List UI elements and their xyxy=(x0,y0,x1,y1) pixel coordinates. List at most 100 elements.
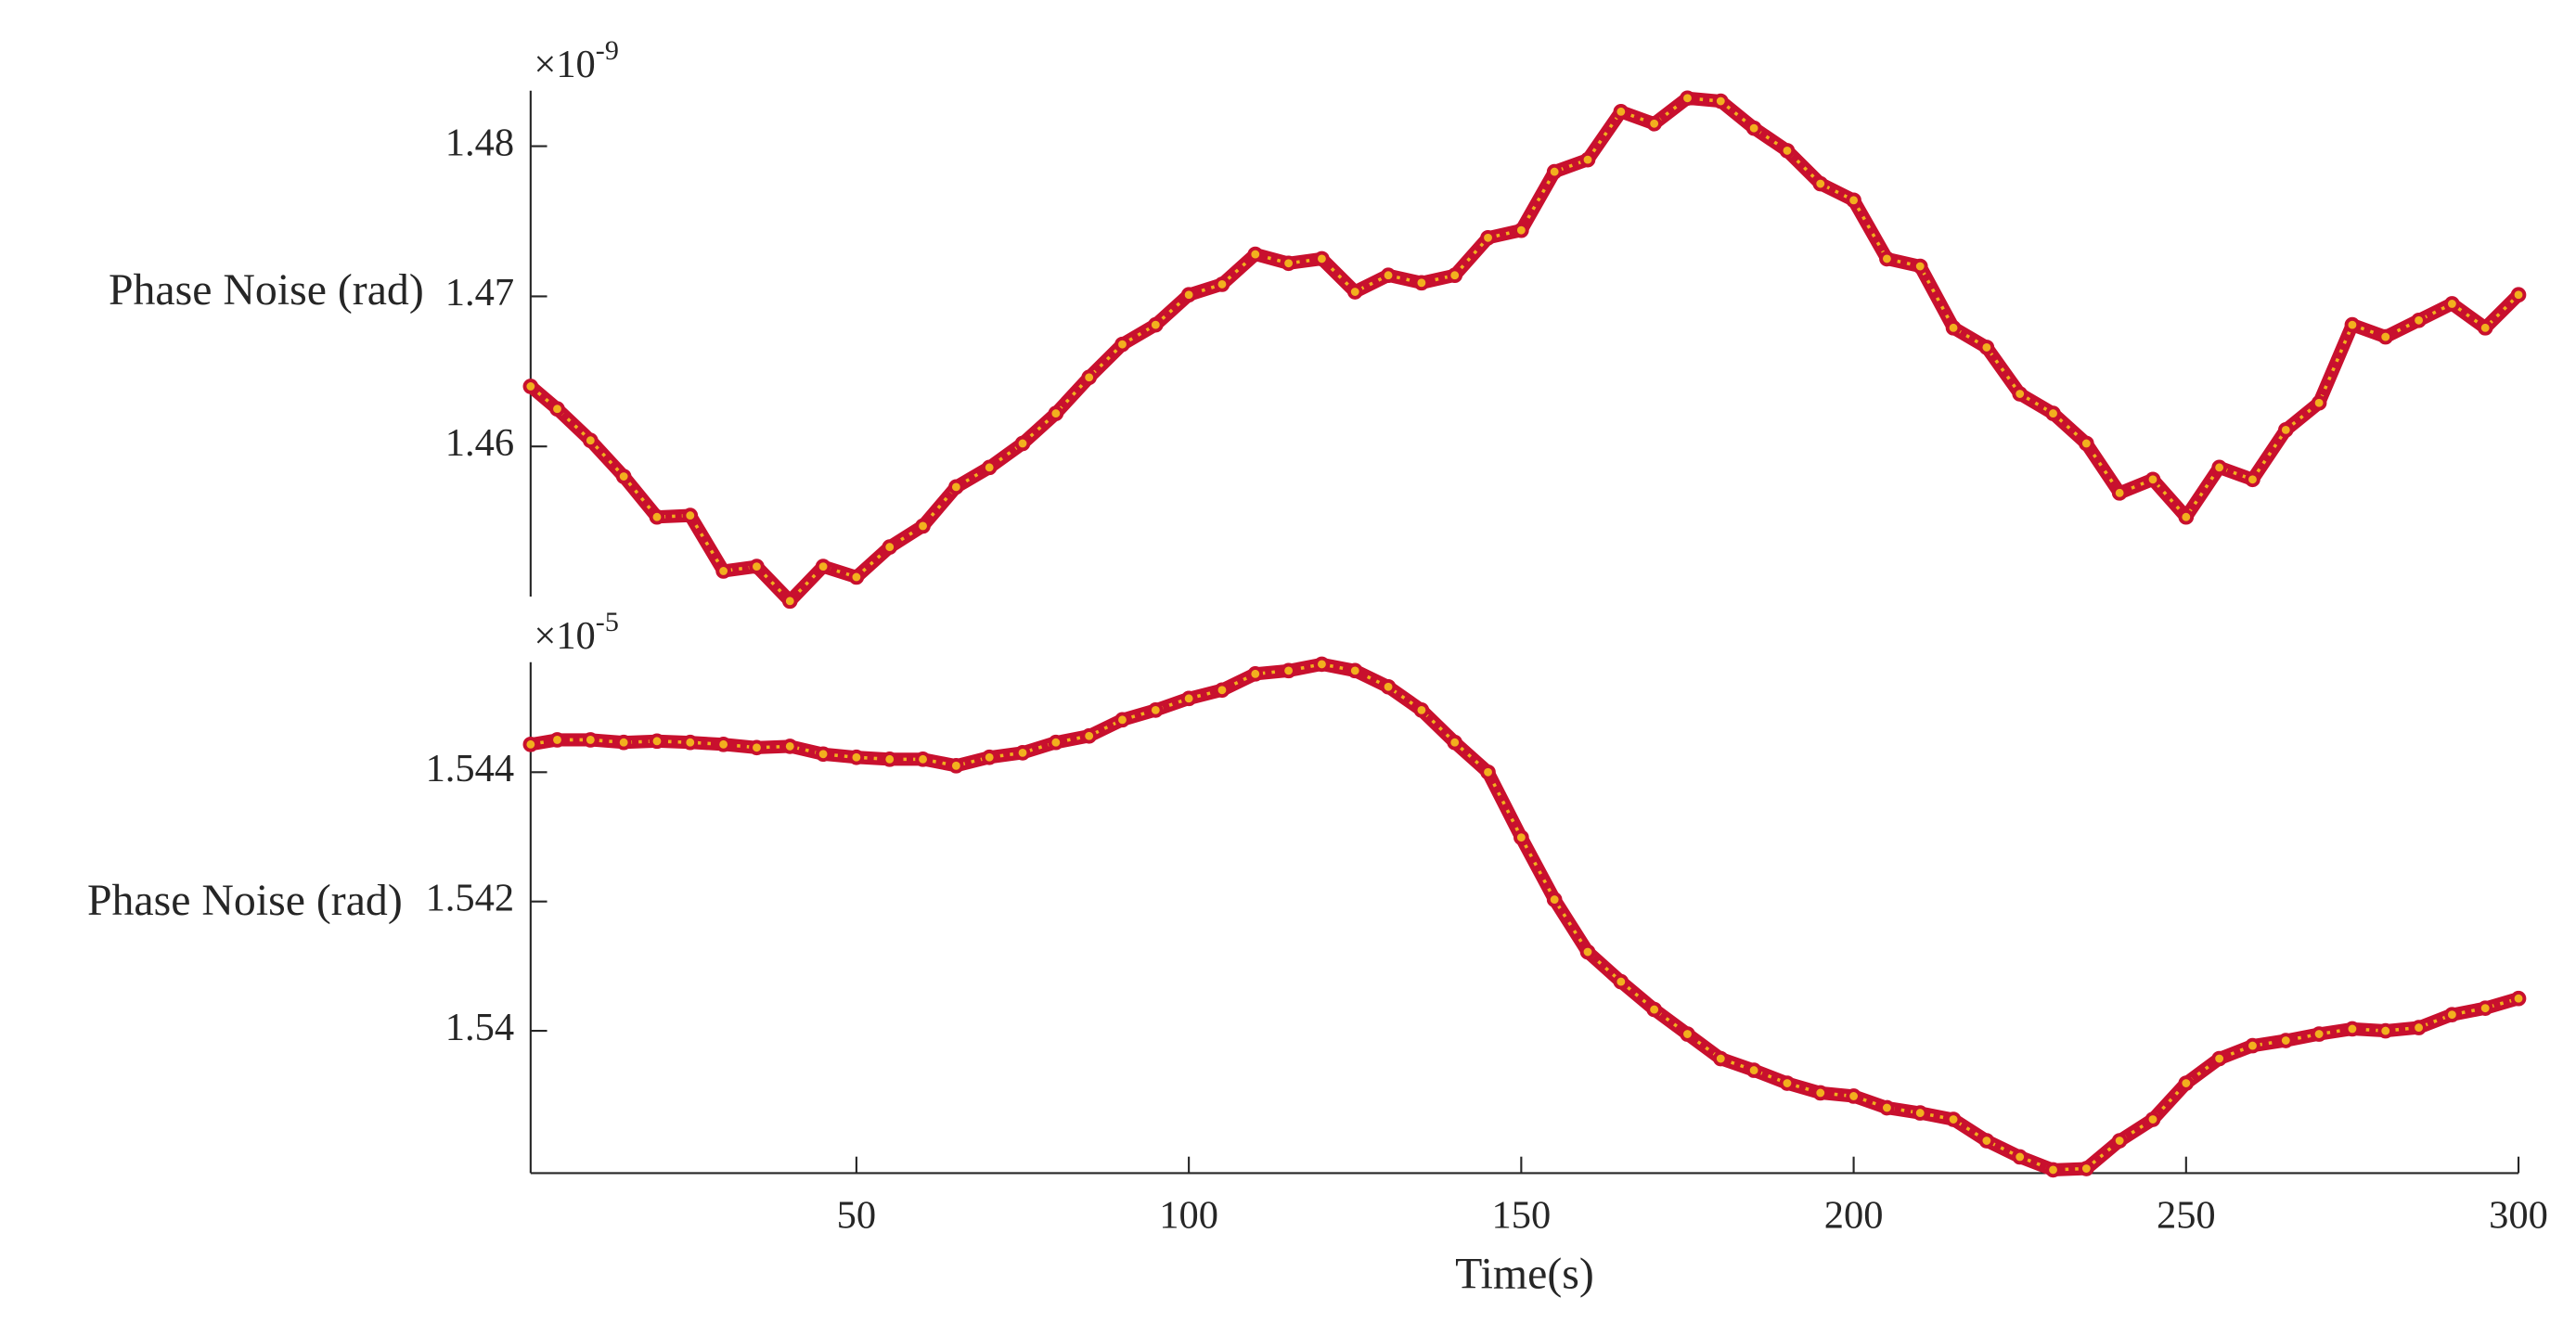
data-point xyxy=(2510,287,2527,303)
data-point xyxy=(749,559,765,574)
data-point xyxy=(1314,250,1330,267)
y-tick-label: 1.48 xyxy=(445,121,514,164)
data-point xyxy=(815,559,831,574)
data-point xyxy=(2045,1162,2061,1178)
data-point xyxy=(2377,1022,2394,1039)
data-point xyxy=(948,757,964,774)
data-point xyxy=(1048,405,1064,421)
y-tick-label: 1.544 xyxy=(426,747,515,790)
x-tick-label: 150 xyxy=(1492,1194,1552,1238)
data-point xyxy=(1779,1075,1796,1091)
x-axis-label: Time(s) xyxy=(1455,1250,1594,1299)
data-point xyxy=(749,739,765,756)
data-point xyxy=(1214,682,1230,699)
data-point xyxy=(2344,316,2361,333)
data-point xyxy=(2079,435,2094,452)
data-point xyxy=(682,734,699,751)
data-point xyxy=(2477,1000,2493,1016)
data-point xyxy=(915,518,931,534)
series-line xyxy=(523,91,2526,608)
data-point xyxy=(1413,275,1430,291)
data-point xyxy=(848,569,865,585)
data-point xyxy=(2211,459,2227,476)
data-point xyxy=(649,508,665,525)
data-point xyxy=(2145,471,2161,488)
data-point xyxy=(715,563,731,579)
data-point xyxy=(1048,734,1064,751)
data-point xyxy=(1147,316,1164,333)
data-point xyxy=(1447,734,1463,751)
data-point xyxy=(1546,892,1563,907)
x-tick-label: 250 xyxy=(2157,1194,2216,1238)
data-point xyxy=(2178,1075,2195,1091)
data-point xyxy=(522,379,539,394)
y-tick-label: 1.542 xyxy=(426,876,515,919)
data-point xyxy=(781,739,798,754)
data-point xyxy=(1281,662,1296,679)
x-tick-label: 100 xyxy=(1159,1194,1218,1238)
data-point xyxy=(2245,471,2260,488)
data-point xyxy=(1413,702,1430,718)
x-tick-label: 300 xyxy=(2489,1194,2548,1238)
data-point xyxy=(2411,1020,2427,1035)
data-point xyxy=(1380,678,1397,695)
multiplier-base: ×10 xyxy=(534,614,595,658)
data-point xyxy=(2012,1149,2029,1165)
series-core xyxy=(529,96,2520,604)
data-point xyxy=(2111,485,2128,501)
data-point xyxy=(549,401,565,418)
data-point xyxy=(2444,1007,2460,1022)
data-point xyxy=(2012,386,2029,402)
data-point xyxy=(1846,192,1861,209)
y-multiplier: ×10-9 xyxy=(534,34,618,86)
data-point xyxy=(1480,764,1496,780)
data-point xyxy=(522,736,539,752)
data-point xyxy=(1380,267,1397,284)
data-point xyxy=(981,459,998,476)
multiplier-exponent: -5 xyxy=(596,606,619,637)
data-point xyxy=(2344,1021,2361,1037)
data-point xyxy=(1247,666,1264,682)
data-point xyxy=(1978,340,1995,355)
y-tick-label: 1.46 xyxy=(445,421,514,465)
data-point xyxy=(1945,1111,1962,1127)
data-point xyxy=(1081,369,1097,386)
series-core xyxy=(530,662,2519,1172)
data-point xyxy=(2145,1111,2161,1127)
data-point xyxy=(1081,727,1097,744)
data-point xyxy=(2178,508,2195,525)
data-point xyxy=(2045,405,2061,421)
data-point xyxy=(1680,90,1695,107)
multiplier-base: ×10 xyxy=(534,43,595,86)
data-point xyxy=(1147,702,1164,718)
y-axis-label: Phase Noise (rad) xyxy=(109,265,424,315)
data-point xyxy=(1912,258,1928,275)
data-point xyxy=(1114,336,1130,353)
data-point xyxy=(2079,1161,2094,1176)
data-point xyxy=(1680,1026,1695,1042)
data-point xyxy=(2444,296,2460,312)
data-point xyxy=(1945,320,1962,336)
data-point xyxy=(1447,267,1463,284)
data-point xyxy=(915,752,931,767)
data-point xyxy=(1745,1062,1762,1078)
data-point xyxy=(1214,276,1230,292)
data-point xyxy=(2211,1050,2227,1067)
series-line xyxy=(523,657,2526,1176)
data-point xyxy=(1346,284,1363,300)
data-point xyxy=(2477,320,2493,336)
data-point xyxy=(1745,120,1762,136)
data-point xyxy=(583,432,599,449)
data-point xyxy=(1779,143,1796,159)
x-tick-label: 200 xyxy=(1824,1194,1884,1238)
data-point xyxy=(1579,151,1596,168)
x-tick-label: 50 xyxy=(837,1194,876,1238)
data-point xyxy=(1846,1088,1861,1104)
data-point xyxy=(1314,656,1330,673)
data-point xyxy=(1646,1001,1662,1018)
y-multiplier: ×10-5 xyxy=(534,606,618,658)
data-point xyxy=(1014,435,1031,452)
data-point xyxy=(1879,1099,1895,1116)
data-point xyxy=(1712,1050,1729,1067)
